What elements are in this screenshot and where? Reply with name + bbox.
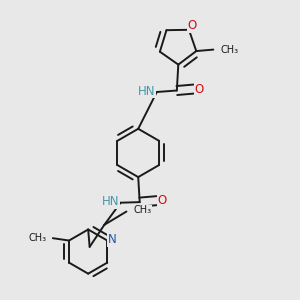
Text: HN: HN xyxy=(102,195,119,208)
Text: HN: HN xyxy=(138,85,155,98)
Text: CH₃: CH₃ xyxy=(28,233,46,243)
Text: CH₃: CH₃ xyxy=(134,205,152,215)
Text: N: N xyxy=(108,233,116,247)
Text: CH₃: CH₃ xyxy=(221,45,239,55)
Text: O: O xyxy=(158,194,167,207)
Text: O: O xyxy=(187,20,196,32)
Text: O: O xyxy=(195,82,204,95)
